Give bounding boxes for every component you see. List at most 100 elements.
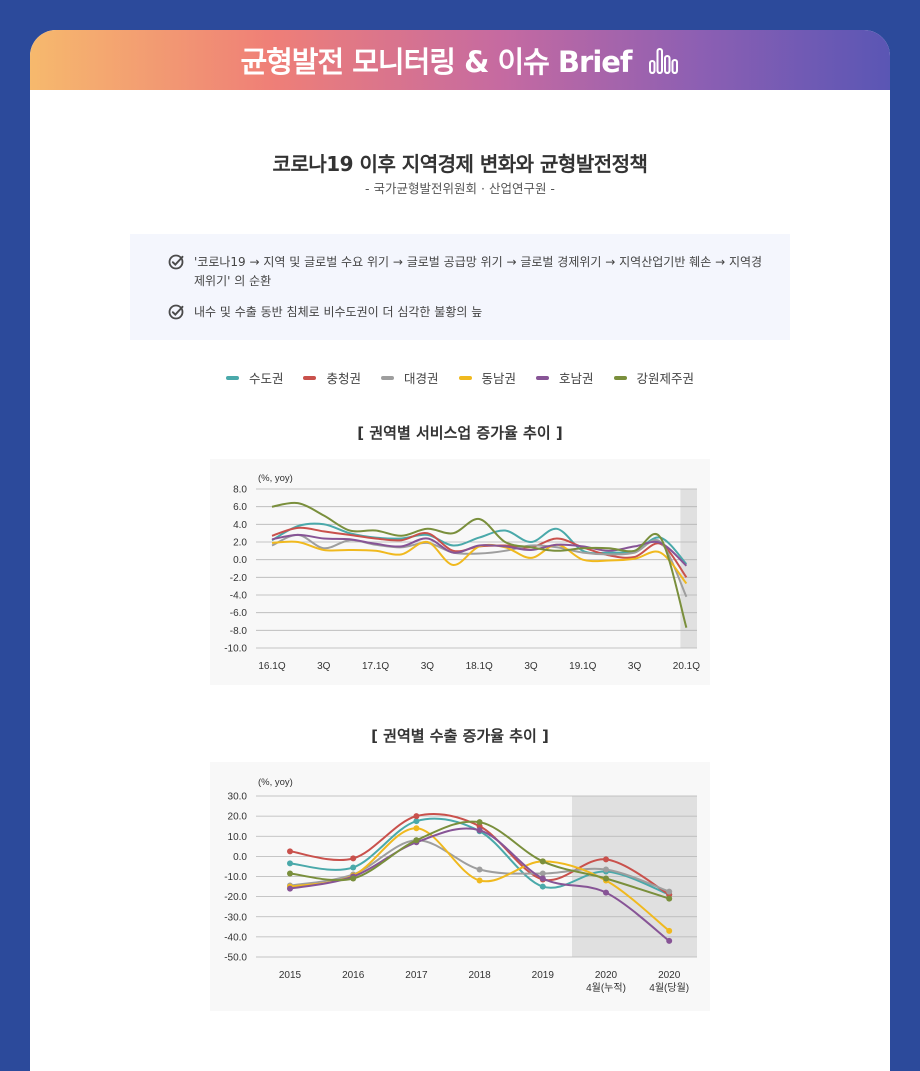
legend-item: 강원제주권 bbox=[613, 368, 694, 387]
data-point bbox=[413, 818, 420, 825]
check-circle-icon bbox=[168, 254, 184, 270]
x-tick-label: 3Q bbox=[524, 661, 538, 672]
data-point bbox=[666, 895, 673, 902]
y-tick-label: 20.0 bbox=[228, 812, 248, 823]
data-point bbox=[287, 848, 293, 855]
data-point bbox=[413, 837, 420, 844]
data-point bbox=[666, 927, 673, 934]
x-tick-label: 4월(누적) bbox=[586, 982, 626, 994]
chart-exports: 30.0 20.0 10.0 0.0 -10.0 -20.0 -30.0 -40.0 -50.0… bbox=[210, 762, 710, 1011]
y-tick-label: 2.0 bbox=[233, 538, 247, 549]
chart-services-svg: 8.0 6.0 4.0 2.0 0.0 -2.0 -4.0 -6.0 -8.0 -10.0 (%, … bbox=[224, 473, 700, 672]
unit-label: (%, yoy) bbox=[258, 473, 293, 484]
y-tick-label: -10.0 bbox=[224, 872, 247, 883]
x-tick-label: 2020 bbox=[658, 970, 681, 981]
data-point bbox=[603, 889, 609, 896]
y-tick-label: 6.0 bbox=[233, 502, 247, 513]
legend-swatch bbox=[380, 375, 394, 380]
data-point bbox=[350, 864, 357, 871]
y-tick-label: -8.0 bbox=[230, 626, 248, 637]
x-tick-label: 2018 bbox=[468, 970, 491, 981]
legend-swatch bbox=[613, 375, 627, 380]
series-line bbox=[271, 533, 688, 598]
data-point bbox=[539, 883, 546, 890]
legend-swatch bbox=[458, 375, 472, 380]
legend-item: 수도권 bbox=[225, 368, 283, 387]
data-point bbox=[287, 885, 293, 892]
legend-item: 대경권 bbox=[380, 368, 439, 387]
x-tick-label: 3Q bbox=[317, 661, 331, 672]
summary-item: 내수 및 수출 동반 침체로 비수도권이 더 심각한 불황의 늪 bbox=[168, 303, 764, 322]
data-point bbox=[350, 855, 357, 862]
y-tick-label: 10.0 bbox=[228, 832, 248, 843]
y-tick-label: 30.0 bbox=[228, 792, 248, 803]
summary-item: '코로나19 → 지역 및 글로벌 수요 위기 → 글로벌 공급망 위기 → 글… bbox=[168, 253, 764, 291]
x-tick-label: 3Q bbox=[628, 661, 642, 672]
x-tick-label: 3Q bbox=[421, 661, 435, 672]
x-tick-label: 2015 bbox=[279, 970, 302, 981]
legend-label: 동남권 bbox=[481, 371, 517, 386]
x-tick-label: 20.1Q bbox=[673, 661, 700, 672]
header-banner: 균형발전 모니터링 & 이슈 Brief bbox=[30, 30, 890, 90]
data-point bbox=[666, 937, 673, 944]
summary-text: 내수 및 수출 동반 침체로 비수도권이 더 심각한 불황의 늪 bbox=[194, 305, 483, 319]
x-tick-label: 2019 bbox=[532, 970, 555, 981]
y-tick-label: 0.0 bbox=[233, 555, 247, 566]
data-point bbox=[287, 870, 293, 877]
legend-label: 충청권 bbox=[326, 371, 361, 386]
legend-label: 대경권 bbox=[403, 371, 439, 386]
legend-item: 충청권 bbox=[303, 368, 361, 387]
check-circle-icon bbox=[168, 304, 184, 320]
legend-item: 동남권 bbox=[458, 368, 517, 387]
y-tick-label: 0.0 bbox=[233, 852, 247, 863]
banner-title: 균형발전 모니터링 & 이슈 Brief bbox=[240, 45, 632, 79]
y-tick-label: -30.0 bbox=[224, 912, 247, 923]
y-tick-label: -2.0 bbox=[230, 573, 248, 584]
data-point bbox=[476, 877, 483, 884]
unit-label: (%, yoy) bbox=[258, 777, 293, 788]
legend-item: 호남권 bbox=[536, 368, 594, 387]
chart-services: 8.0 6.0 4.0 2.0 0.0 -2.0 -4.0 -6.0 -8.0 -10.0 (%, … bbox=[210, 459, 710, 685]
x-tick-label: 18.1Q bbox=[466, 661, 493, 672]
y-tick-label: 8.0 bbox=[233, 485, 247, 496]
data-point bbox=[350, 875, 357, 882]
data-point bbox=[603, 856, 609, 863]
y-tick-label: 4.0 bbox=[233, 520, 247, 531]
data-point bbox=[539, 858, 546, 865]
data-point bbox=[476, 827, 483, 834]
chart-legend: 수도권 충청권 대경권 동남권 호남권 강원제주권 bbox=[30, 368, 890, 387]
data-point bbox=[539, 875, 546, 882]
data-point bbox=[476, 819, 483, 826]
y-tick-label: -50.0 bbox=[224, 953, 247, 964]
series-line bbox=[271, 522, 688, 565]
data-point bbox=[287, 860, 293, 867]
x-tick-label: 16.1Q bbox=[258, 661, 285, 672]
x-tick-label: 19.1Q bbox=[569, 661, 596, 672]
series-line bbox=[271, 501, 688, 628]
x-tick-label: 17.1Q bbox=[362, 661, 389, 672]
chart-title-services: [ 권역별 서비스업 증가율 추이 ] bbox=[357, 424, 563, 442]
report-panel: 균형발전 모니터링 & 이슈 Brief 코로나19 이후 지역경제 변화와 균… bbox=[30, 30, 890, 1071]
summary-text: '코로나19 → 지역 및 글로벌 수요 위기 → 글로벌 공급망 위기 → 글… bbox=[194, 255, 763, 288]
data-point bbox=[666, 888, 673, 895]
data-point bbox=[603, 875, 609, 882]
data-point bbox=[539, 870, 546, 877]
document-subtitle: - 국가균형발전위원회 · 산업연구원 - bbox=[365, 181, 555, 196]
y-tick-label: -6.0 bbox=[230, 608, 248, 619]
chart-title-exports: [ 권역별 수출 증가율 추이 ] bbox=[371, 727, 549, 745]
document-title: 코로나19 이후 지역경제 변화와 균형발전정책 bbox=[272, 152, 648, 176]
data-point bbox=[603, 866, 609, 873]
legend-swatch bbox=[225, 375, 239, 380]
highlight-band bbox=[680, 489, 697, 648]
legend-swatch bbox=[303, 375, 317, 380]
y-tick-label: -40.0 bbox=[224, 932, 247, 943]
legend-label: 호남권 bbox=[559, 371, 594, 386]
chart-exports-svg: 30.0 20.0 10.0 0.0 -10.0 -20.0 -30.0 -40.0 -50.0… bbox=[224, 777, 697, 994]
x-tick-label: 2016 bbox=[342, 970, 365, 981]
y-tick-label: -4.0 bbox=[230, 591, 248, 602]
y-tick-label: -20.0 bbox=[224, 892, 247, 903]
data-point bbox=[413, 813, 420, 820]
legend-swatch bbox=[536, 375, 550, 380]
data-point bbox=[413, 825, 420, 832]
x-tick-label: 4월(당월) bbox=[649, 982, 689, 994]
